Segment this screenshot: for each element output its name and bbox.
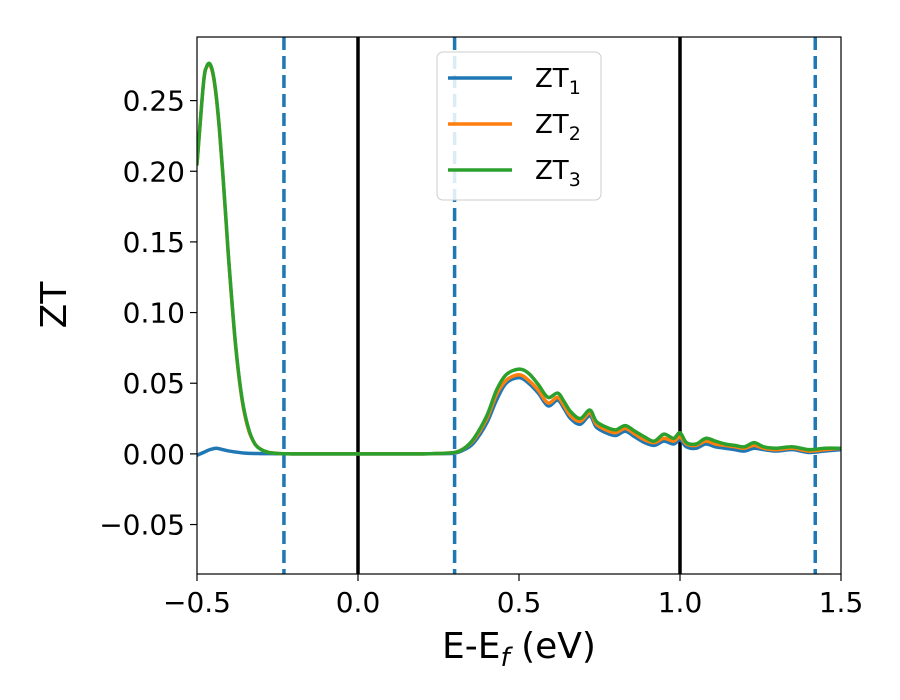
legend-label-zt1: ZT1 [535,64,581,99]
series-layer [197,61,841,458]
x-axis-ticks: −0.5 0.0 0.5 1.0 1.5 [163,574,863,619]
legend-label-zt3: ZT3 [535,156,581,191]
y-tick-label: 0.20 [123,155,185,188]
x-tick-label: −0.5 [163,586,231,619]
x-tick-label: 1.5 [819,586,864,619]
y-tick-label: 0.05 [123,367,185,400]
legend: ZT1 ZT2 ZT3 [436,51,602,201]
reference-lines [282,37,817,574]
y-tick-label: 0.15 [123,226,185,259]
x-axis-label: E-Ef (eV) [442,626,596,673]
y-tick-label: −0.05 [99,509,185,542]
series-line-zt3 [197,61,841,456]
x-tick-label: 1.0 [658,586,703,619]
y-tick-label: 0.00 [123,438,185,471]
y-axis-ticks: −0.05 0.00 0.05 0.10 0.15 0.20 0.25 [99,85,197,542]
x-axis-label-unit: (eV) [510,626,596,667]
y-tick-label: 0.25 [123,85,185,118]
legend-label-zt2: ZT2 [535,110,581,145]
y-axis-label: ZT [34,281,75,329]
series-line-zt1 [197,375,841,458]
x-tick-label: 0.5 [497,586,542,619]
x-tick-label: 0.0 [336,586,381,619]
x-axis-label-main: E-E [442,626,500,667]
legend-box [436,51,602,201]
y-tick-label: 0.10 [123,297,185,330]
